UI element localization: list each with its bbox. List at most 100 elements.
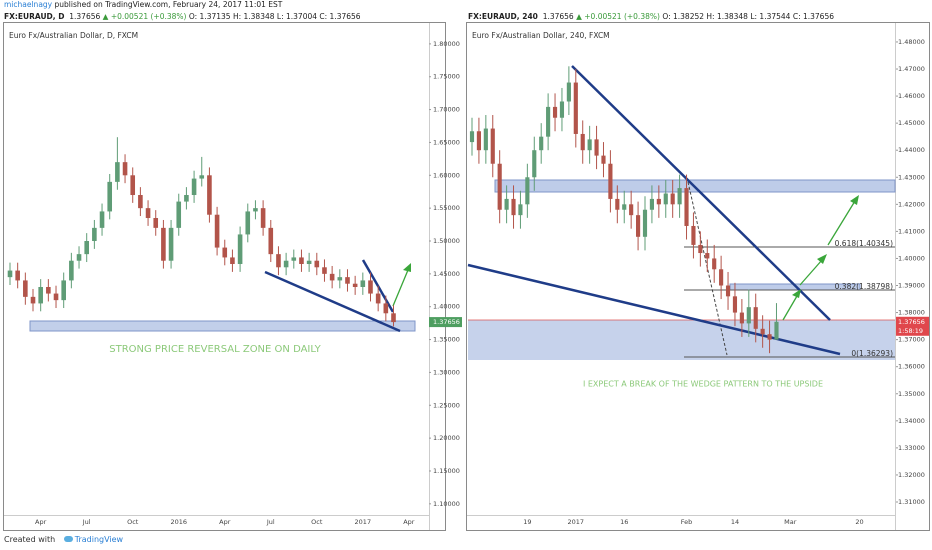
y-tick-label: 1.47000 xyxy=(898,65,925,73)
price-tag-label: 1.37656 xyxy=(898,318,925,326)
candle-body xyxy=(587,139,592,151)
chart-title: Euro Fx/Australian Dollar, D, FXCM xyxy=(9,31,138,40)
candle-body xyxy=(580,133,585,151)
candle-body xyxy=(237,234,243,265)
candle-body xyxy=(145,208,151,219)
byline: michaelnagy published on TradingView.com… xyxy=(4,0,282,9)
candle-body xyxy=(107,181,113,212)
y-tick-label: 1.40000 xyxy=(433,303,460,311)
candle-body xyxy=(168,227,174,261)
candle-body xyxy=(329,273,335,281)
candle-body xyxy=(511,198,516,216)
x-tick-label: 2016 xyxy=(170,518,187,526)
y-tick-label: 1.55000 xyxy=(433,204,460,212)
y-tick-label: 1.46000 xyxy=(898,92,925,100)
candle-body xyxy=(30,296,36,304)
symbol: FX:EURAUD, 240 xyxy=(468,12,538,21)
candle-body xyxy=(539,136,544,151)
candle-body xyxy=(712,258,717,270)
zone xyxy=(468,320,895,360)
candle-body xyxy=(276,254,281,268)
candle-body xyxy=(92,227,97,242)
candle-body xyxy=(656,198,661,205)
x-tick-label: Oct xyxy=(127,518,139,526)
y-tick-label: 1.37000 xyxy=(898,336,925,344)
arrow-head xyxy=(850,195,859,205)
candle-body xyxy=(61,280,66,301)
candle-body xyxy=(15,270,20,281)
candle-body xyxy=(532,150,537,178)
candle-body xyxy=(230,257,235,265)
author[interactable]: michaelnagy xyxy=(4,0,53,9)
candle-body xyxy=(629,204,634,216)
candle-body xyxy=(760,328,765,335)
x-tick-label: Apr xyxy=(35,518,47,526)
arrow xyxy=(827,200,856,246)
candle-body xyxy=(684,188,689,226)
candle-body xyxy=(153,218,159,228)
candle-body xyxy=(245,211,251,235)
y-tick-label: 1.48000 xyxy=(898,38,925,46)
candle-body xyxy=(222,247,228,258)
candle-body xyxy=(184,195,189,202)
x-tick-label: 14 xyxy=(731,518,739,526)
y-tick-label: 1.43000 xyxy=(898,173,925,181)
x-tick-label: Mar xyxy=(784,518,797,526)
candle-body xyxy=(122,162,128,176)
panel-border xyxy=(3,22,446,531)
candle-body xyxy=(774,321,779,340)
y-tick-label: 1.25000 xyxy=(433,401,460,409)
y-tick-label: 1.39000 xyxy=(898,282,925,290)
candle-body xyxy=(705,253,710,259)
y-tick-label: 1.44000 xyxy=(898,146,925,154)
candle-body xyxy=(719,269,724,286)
candle-body xyxy=(622,204,627,210)
created-with: Created with xyxy=(4,535,56,544)
zone xyxy=(29,320,416,332)
arrow-head xyxy=(817,254,827,264)
y-tick-label: 1.35000 xyxy=(898,390,925,398)
candle-body xyxy=(725,285,731,297)
candle-body xyxy=(573,82,578,134)
ohlc: O: 1.38252 H: 1.38348 L: 1.37544 C: 1.37… xyxy=(662,12,834,21)
candle-body xyxy=(469,131,475,143)
candle-body xyxy=(99,211,105,228)
candle-body xyxy=(642,209,648,237)
x-tick-label: 2017 xyxy=(355,518,372,526)
arrow-head xyxy=(403,263,411,272)
candle-body xyxy=(199,175,205,179)
y-tick-label: 1.20000 xyxy=(433,434,460,442)
candle-body xyxy=(608,163,613,199)
x-tick-label: Jul xyxy=(266,518,275,526)
candle-body xyxy=(383,303,389,314)
candle-body xyxy=(23,280,28,297)
candle-body xyxy=(601,155,606,164)
y-tick-label: 1.36000 xyxy=(898,363,925,371)
price: 1.37656 xyxy=(542,12,574,21)
candle-body xyxy=(746,307,751,324)
candle-body xyxy=(207,175,212,215)
candle-body xyxy=(767,334,772,340)
change: +0.00521 (+0.38%) xyxy=(110,12,187,21)
candle-body xyxy=(663,193,668,205)
candle-body xyxy=(214,214,220,248)
x-tick-label: 19 xyxy=(523,518,531,526)
candle-body xyxy=(314,260,320,268)
candle-body xyxy=(253,208,258,212)
candle-body xyxy=(636,215,641,237)
candle-body xyxy=(518,204,523,216)
brand[interactable]: TradingView xyxy=(63,535,124,544)
candle-body xyxy=(352,283,358,287)
arrow xyxy=(782,295,798,321)
brand-name[interactable]: TradingView xyxy=(74,535,124,544)
candle-body xyxy=(53,293,59,301)
panel-border xyxy=(466,22,930,531)
candle-body xyxy=(753,307,758,329)
arrow xyxy=(799,259,823,286)
candle-body xyxy=(322,267,327,274)
y-tick-label: 1.50000 xyxy=(433,237,460,245)
candle-body xyxy=(391,313,396,323)
y-tick-label: 1.42000 xyxy=(898,200,925,208)
x-tick-label: Feb xyxy=(681,518,693,526)
